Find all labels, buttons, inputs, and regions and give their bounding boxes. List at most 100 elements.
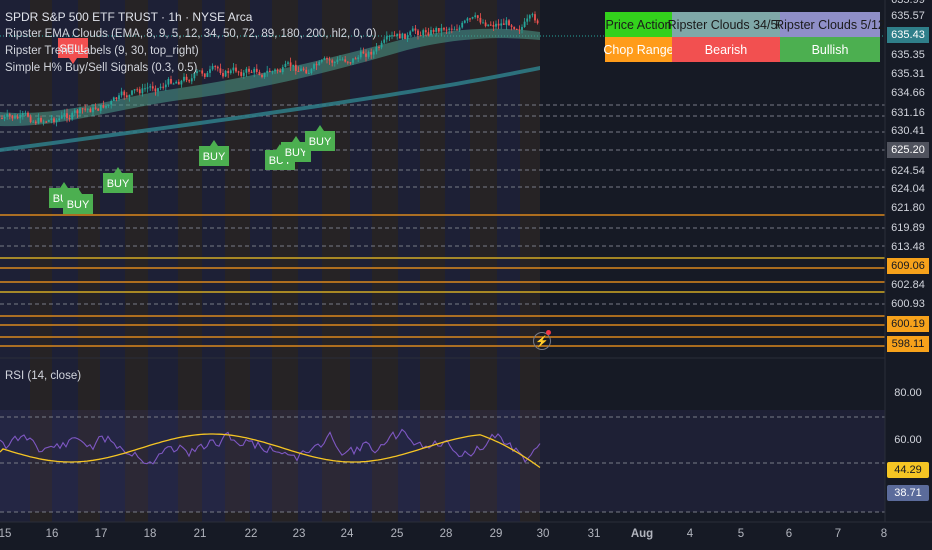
price-label: 600.93 [887, 296, 929, 312]
symbol-title[interactable]: SPDR S&P 500 ETF TRUST · 1h · NYSE Arca [5, 10, 253, 24]
candle-body [411, 28, 414, 32]
price-label: 602.84 [887, 277, 929, 293]
ema-cloud-fast [0, 28, 540, 127]
legend-buy-sell[interactable]: Simple H% Buy/Sell Signals (0.3, 0.5) [5, 62, 198, 74]
candle-body [476, 15, 479, 18]
candle-body [495, 23, 497, 27]
candle-body [115, 97, 118, 100]
candle-body [185, 76, 188, 81]
candle-body [209, 69, 211, 73]
candle-body [8, 114, 11, 116]
price-label: 635.57 [887, 8, 929, 24]
legend-ema-clouds[interactable]: Ripster EMA Clouds (EMA, 8, 9, 5, 12, 34… [5, 28, 377, 40]
candle-body [21, 113, 24, 115]
buy-signal: BUY [103, 167, 133, 193]
signal-text: BUY [67, 199, 90, 211]
price-label: 630.41 [887, 123, 929, 139]
buy-signal: BUY [199, 140, 229, 166]
candle-body [118, 95, 120, 100]
candle-body [448, 28, 451, 30]
candle-body [29, 116, 32, 123]
candle-body [315, 64, 318, 66]
candle-body [167, 79, 170, 85]
signal-text: SELL [60, 43, 87, 55]
candle-body [396, 33, 399, 36]
clouds-34-50-header: Ripster Clouds 34/50 [668, 12, 784, 37]
candle-body [66, 113, 68, 119]
candle-body [237, 71, 240, 73]
bearish-cell: Bearish [672, 37, 780, 62]
rsi-ma-value: 44.29 [887, 462, 929, 478]
price-label: 598.11 [887, 336, 929, 352]
candle-body [510, 25, 513, 27]
signal-text: BUY [309, 136, 332, 148]
candle-body [346, 61, 349, 63]
candle-body [349, 62, 352, 64]
lightning-icon[interactable]: ⚡ [533, 332, 551, 350]
session-band [322, 0, 350, 522]
rsi-pane [0, 416, 885, 513]
signal-text: BUY [285, 147, 308, 159]
candle-body [437, 28, 440, 32]
time-label: 24 [340, 528, 354, 540]
session-band [52, 0, 78, 522]
time-label: 4 [686, 528, 694, 540]
candle-body [328, 59, 331, 61]
candle-body [336, 59, 339, 63]
candle-body [146, 87, 149, 89]
candle-body [188, 80, 191, 82]
candle-body [357, 57, 360, 60]
time-label: 29 [489, 528, 503, 540]
candle-body [500, 23, 503, 26]
candle-body [393, 35, 396, 37]
ema-clouds [0, 28, 540, 152]
legend-trend-labels[interactable]: Ripster Trend Labels (9, 30, top_right) [5, 45, 199, 57]
candle-body [105, 106, 107, 108]
rsi-legend[interactable]: RSI (14, close) [5, 370, 82, 382]
candle-body [424, 30, 427, 33]
candle-body [310, 68, 313, 74]
candle-body [326, 58, 328, 60]
session-band [78, 0, 100, 522]
indicator-legend: SPDR S&P 500 ETF TRUST · 1h · NYSE Arca … [5, 9, 376, 77]
candle-body [232, 67, 235, 71]
time-label: 31 [587, 528, 601, 540]
candle-body [245, 68, 248, 73]
candle-body [430, 30, 432, 36]
candle-body [201, 70, 204, 74]
candle-body [250, 71, 253, 73]
candle-body [508, 20, 510, 26]
candle-body [466, 18, 469, 21]
candle-body [50, 118, 53, 121]
candle-body [367, 51, 370, 57]
candle-body [458, 27, 461, 30]
candle-body [203, 73, 206, 77]
candle-body [406, 35, 409, 39]
candle-body [523, 21, 526, 28]
candle-body [456, 29, 458, 31]
time-label: 23 [292, 528, 306, 540]
price-label: 621.80 [887, 200, 929, 216]
candle-body [341, 59, 344, 61]
candle-body [97, 108, 100, 111]
candle-body [81, 108, 84, 110]
candle-body [211, 66, 214, 70]
price-level-lines [0, 35, 885, 347]
candle-body [487, 24, 490, 27]
buy-signal: BUY [63, 188, 93, 214]
candle-body [107, 104, 110, 107]
price-axis-top-label: 635.99 [891, 0, 925, 6]
candle-body [89, 108, 92, 113]
price-label: 625.20 [887, 142, 929, 158]
candle-body [365, 53, 367, 57]
candle-body [144, 88, 146, 90]
candle-body [99, 105, 102, 111]
candle-body [141, 88, 144, 94]
candle-body [206, 72, 209, 77]
status-table: Price Action Ripster Clouds 34/50 Ripste… [603, 12, 885, 62]
candle-body [24, 112, 27, 114]
bullish-cell: Bullish [780, 37, 880, 62]
candle-body [536, 20, 539, 24]
buy-signal: BUY [305, 125, 335, 151]
